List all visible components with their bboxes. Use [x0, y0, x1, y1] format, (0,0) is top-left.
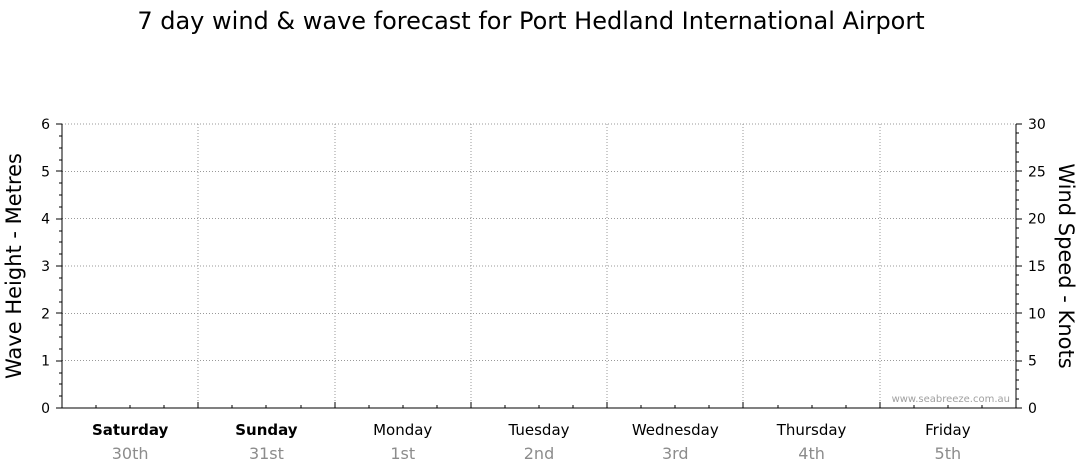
y-right-tick-label: 10	[1028, 306, 1046, 322]
x-date-label: 4th	[798, 444, 825, 463]
x-date-label: 2nd	[524, 444, 554, 463]
x-day-label: Monday	[373, 421, 432, 439]
y-right-tick-label: 5	[1028, 354, 1037, 370]
y-left-tick-label: 0	[41, 401, 50, 417]
x-day-label: Thursday	[776, 421, 847, 439]
y-axis-right-title: Wind Speed - Knots	[1054, 163, 1078, 368]
y-left-tick-label: 6	[41, 117, 50, 133]
x-date-label: 3rd	[662, 444, 689, 463]
y-right-tick-label: 20	[1028, 212, 1046, 228]
x-day-label: Tuesday	[507, 421, 569, 439]
x-date-label: 30th	[112, 444, 149, 463]
y-right-tick-label: 25	[1028, 164, 1046, 180]
chart-title: 7 day wind & wave forecast for Port Hedl…	[137, 7, 924, 35]
grid-layer	[62, 123, 1016, 408]
x-date-label: 1st	[390, 444, 415, 463]
y-axis-left-title: Wave Height - Metres	[2, 153, 26, 379]
x-day-label: Wednesday	[632, 421, 719, 439]
watermark: www.seabreeze.com.au	[892, 394, 1010, 405]
x-date-label: 31st	[249, 444, 284, 463]
x-date-label: 5th	[935, 444, 962, 463]
y-right-tick-label: 15	[1028, 259, 1046, 275]
axis-layer: 0 1 2 3 4 5 6 0 5 10 15 20 25 30 Saturday 30th Sunday 31s…	[41, 117, 1046, 463]
x-day-label: Sunday	[235, 421, 298, 439]
x-day-label: Saturday	[92, 421, 169, 439]
y-left-tick-label: 3	[41, 259, 50, 275]
y-right-tick-label: 0	[1028, 401, 1037, 417]
y-left-tick-label: 5	[41, 164, 50, 180]
y-right-tick-label: 30	[1028, 117, 1046, 133]
y-left-tick-label: 2	[41, 306, 50, 322]
y-left-tick-label: 1	[41, 354, 50, 370]
y-left-tick-label: 4	[41, 212, 50, 228]
x-day-label: Friday	[925, 421, 971, 439]
